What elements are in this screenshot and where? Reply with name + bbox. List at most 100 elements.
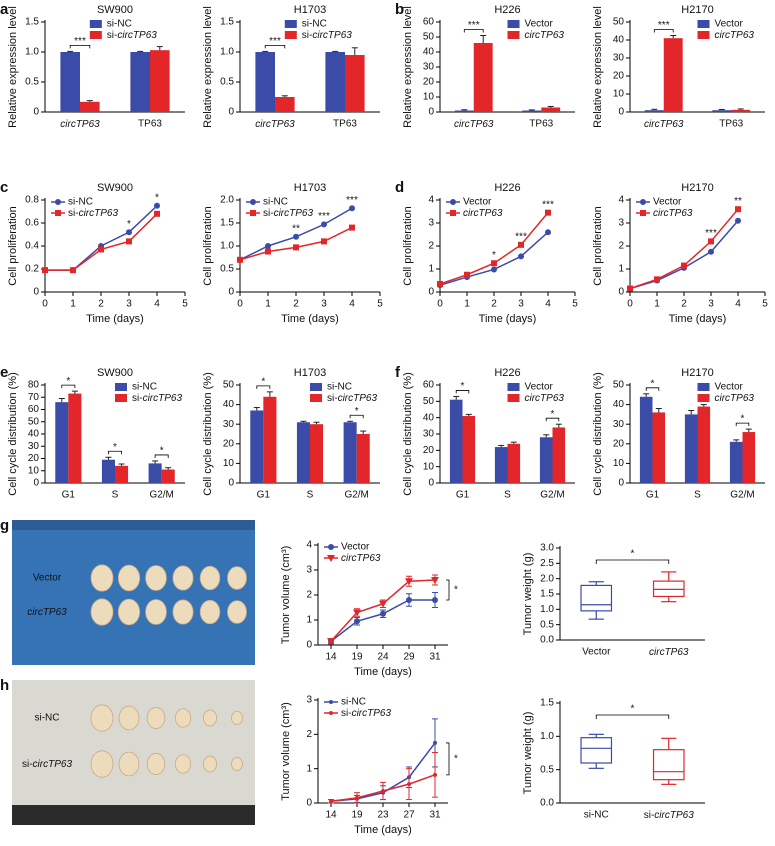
significance-label: *	[741, 414, 745, 425]
y-tick-label: 80	[28, 380, 40, 391]
marker	[250, 210, 256, 216]
tumor	[118, 705, 140, 731]
y-tick-label: 3.0	[540, 543, 554, 554]
x-tick-label: 5	[377, 299, 383, 310]
x-tick-label: 3	[518, 299, 524, 310]
x-tick-label: G1	[646, 490, 660, 501]
significance-label: *	[454, 585, 458, 596]
x-tick-label: G1	[456, 490, 470, 501]
x-tick-label: 1	[70, 299, 76, 310]
significance-label: *	[631, 704, 635, 715]
panel-label: d	[395, 179, 404, 196]
legend-label: si-circTP63	[302, 30, 352, 41]
marker	[518, 241, 524, 248]
y-tick-label: 40	[28, 429, 40, 440]
significance-bracket	[256, 385, 271, 389]
marker	[293, 233, 299, 240]
x-tick-label: 0	[627, 299, 633, 310]
bar	[101, 459, 115, 483]
marker	[70, 267, 76, 274]
tumor	[146, 707, 166, 729]
marker	[640, 210, 646, 216]
x-tick-label: 3	[708, 299, 714, 310]
x-tick-label: 14	[325, 652, 337, 663]
panel-label: c	[0, 179, 8, 196]
tumor	[90, 750, 114, 778]
legend-label: si-circTP63	[263, 208, 313, 219]
photo-label: si-NC	[35, 713, 60, 724]
marker	[328, 544, 334, 550]
x-tick-label: G2/M	[730, 490, 754, 501]
x-tick-label: G2/M	[540, 490, 564, 501]
y-tick-label: 0.5	[540, 619, 554, 630]
marker	[518, 253, 524, 260]
y-tick-label: 70	[28, 392, 40, 403]
significance-bracket	[154, 454, 169, 458]
y-tick-label: 30	[613, 53, 625, 64]
x-tick-label: S	[694, 490, 701, 501]
y-tick-label: 1.0	[540, 731, 554, 742]
y-axis-label: Cell cycle distribution (%)	[202, 372, 214, 495]
marker	[450, 199, 456, 205]
bar	[310, 424, 324, 483]
marker	[379, 600, 387, 608]
significance-label: **	[734, 196, 742, 207]
legend-label: circTP63	[715, 393, 755, 404]
y-tick-label: 20	[223, 438, 235, 449]
marker	[250, 199, 256, 205]
marker	[329, 799, 333, 804]
bar	[494, 447, 508, 483]
x-tick-label: 31	[429, 652, 441, 663]
y-tick-label: 0	[228, 107, 234, 118]
bar	[80, 101, 100, 112]
y-axis-label: Cell cycle distribution (%)	[592, 372, 604, 495]
x-tick-label: 0	[42, 299, 48, 310]
significance-label: *	[66, 376, 70, 387]
y-tick-label: 0.4	[25, 241, 39, 252]
legend-swatch	[89, 31, 102, 39]
bar	[522, 110, 542, 112]
x-tick-label: 19	[351, 810, 363, 821]
photo-label: si-circTP63	[22, 759, 72, 770]
x-tick-label: S	[112, 490, 119, 501]
significance-bracket	[446, 742, 450, 776]
bar	[345, 55, 365, 112]
y-tick-label: 40	[613, 399, 625, 410]
legend-swatch	[697, 20, 710, 28]
legend-label: si-circTP63	[68, 208, 118, 219]
legend-swatch	[284, 20, 297, 28]
y-tick-label: 10	[613, 458, 625, 469]
marker	[237, 256, 243, 263]
y-tick-label: 0	[428, 478, 434, 489]
bar	[697, 406, 711, 483]
tumor	[231, 711, 243, 726]
y-tick-label: 2.0	[540, 573, 554, 584]
bar	[255, 52, 275, 112]
y-tick-label: 20	[613, 438, 625, 449]
x-axis-label: Time (days)	[669, 313, 727, 325]
legend-label: circTP63	[525, 393, 565, 404]
legend-label: si-circTP63	[327, 393, 377, 404]
significance-label: *	[492, 250, 496, 261]
significance-bracket	[446, 579, 450, 601]
y-tick-label: 2	[306, 590, 312, 601]
marker	[405, 578, 413, 586]
significance-label: *	[631, 549, 635, 560]
legend-swatch	[115, 383, 127, 391]
legend-label: si-NC	[327, 382, 352, 393]
legend-label: si-NC	[341, 697, 366, 708]
tumor	[227, 566, 247, 590]
x-tick-label: 29	[403, 652, 415, 663]
y-tick-label: 0	[33, 478, 39, 489]
marker	[55, 210, 61, 216]
tumor	[117, 564, 141, 592]
tumor	[202, 755, 217, 773]
marker	[407, 782, 411, 787]
y-tick-label: 1	[306, 763, 312, 774]
y-tick-label: 0	[228, 478, 234, 489]
marker	[380, 610, 386, 617]
marker	[353, 609, 361, 617]
significance-label: ***	[346, 195, 358, 206]
bar	[275, 97, 295, 112]
